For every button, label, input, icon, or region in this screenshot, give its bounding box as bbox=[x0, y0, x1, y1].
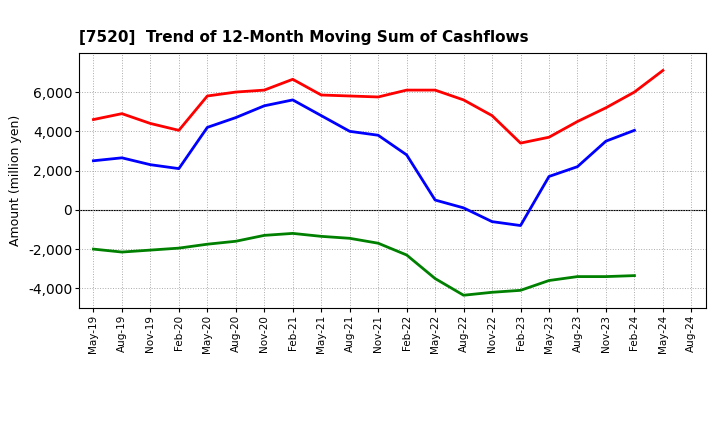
Investing Cashflow bbox=[317, 234, 325, 239]
Free Cashflow bbox=[203, 125, 212, 130]
Operating Cashflow bbox=[89, 117, 98, 122]
Investing Cashflow bbox=[146, 247, 155, 253]
Free Cashflow bbox=[545, 174, 554, 179]
Operating Cashflow bbox=[117, 111, 126, 116]
Free Cashflow bbox=[374, 132, 382, 138]
Line: Free Cashflow: Free Cashflow bbox=[94, 100, 634, 226]
Operating Cashflow bbox=[374, 94, 382, 99]
Investing Cashflow bbox=[203, 242, 212, 247]
Investing Cashflow bbox=[89, 246, 98, 252]
Operating Cashflow bbox=[545, 135, 554, 140]
Free Cashflow bbox=[516, 223, 525, 228]
Free Cashflow bbox=[89, 158, 98, 163]
Line: Investing Cashflow: Investing Cashflow bbox=[94, 233, 634, 295]
Investing Cashflow bbox=[346, 236, 354, 241]
Line: Operating Cashflow: Operating Cashflow bbox=[94, 70, 663, 143]
Operating Cashflow bbox=[289, 77, 297, 82]
Operating Cashflow bbox=[659, 68, 667, 73]
Investing Cashflow bbox=[487, 290, 496, 295]
Free Cashflow bbox=[431, 198, 439, 203]
Operating Cashflow bbox=[516, 140, 525, 146]
Free Cashflow bbox=[459, 205, 468, 210]
Operating Cashflow bbox=[459, 97, 468, 103]
Operating Cashflow bbox=[402, 88, 411, 93]
Operating Cashflow bbox=[203, 93, 212, 99]
Free Cashflow bbox=[346, 128, 354, 134]
Free Cashflow bbox=[602, 139, 611, 144]
Investing Cashflow bbox=[459, 293, 468, 298]
Operating Cashflow bbox=[260, 88, 269, 93]
Operating Cashflow bbox=[573, 119, 582, 124]
Investing Cashflow bbox=[602, 274, 611, 279]
Operating Cashflow bbox=[602, 105, 611, 110]
Investing Cashflow bbox=[630, 273, 639, 278]
Operating Cashflow bbox=[346, 93, 354, 99]
Investing Cashflow bbox=[573, 274, 582, 279]
Free Cashflow bbox=[573, 164, 582, 169]
Operating Cashflow bbox=[487, 113, 496, 118]
Investing Cashflow bbox=[516, 288, 525, 293]
Free Cashflow bbox=[487, 219, 496, 224]
Investing Cashflow bbox=[545, 278, 554, 283]
Y-axis label: Amount (million yen): Amount (million yen) bbox=[9, 115, 22, 246]
Investing Cashflow bbox=[174, 246, 183, 251]
Free Cashflow bbox=[630, 128, 639, 133]
Free Cashflow bbox=[174, 166, 183, 171]
Free Cashflow bbox=[146, 162, 155, 167]
Investing Cashflow bbox=[402, 253, 411, 258]
Text: [7520]  Trend of 12-Month Moving Sum of Cashflows: [7520] Trend of 12-Month Moving Sum of C… bbox=[79, 29, 528, 45]
Operating Cashflow bbox=[630, 89, 639, 95]
Free Cashflow bbox=[317, 113, 325, 118]
Investing Cashflow bbox=[260, 233, 269, 238]
Operating Cashflow bbox=[431, 88, 439, 93]
Free Cashflow bbox=[289, 97, 297, 103]
Operating Cashflow bbox=[146, 121, 155, 126]
Free Cashflow bbox=[232, 115, 240, 120]
Free Cashflow bbox=[402, 152, 411, 158]
Free Cashflow bbox=[117, 155, 126, 161]
Investing Cashflow bbox=[117, 249, 126, 255]
Investing Cashflow bbox=[374, 241, 382, 246]
Investing Cashflow bbox=[431, 276, 439, 281]
Investing Cashflow bbox=[289, 231, 297, 236]
Operating Cashflow bbox=[232, 89, 240, 95]
Free Cashflow bbox=[260, 103, 269, 108]
Operating Cashflow bbox=[174, 128, 183, 133]
Investing Cashflow bbox=[232, 238, 240, 244]
Operating Cashflow bbox=[317, 92, 325, 98]
